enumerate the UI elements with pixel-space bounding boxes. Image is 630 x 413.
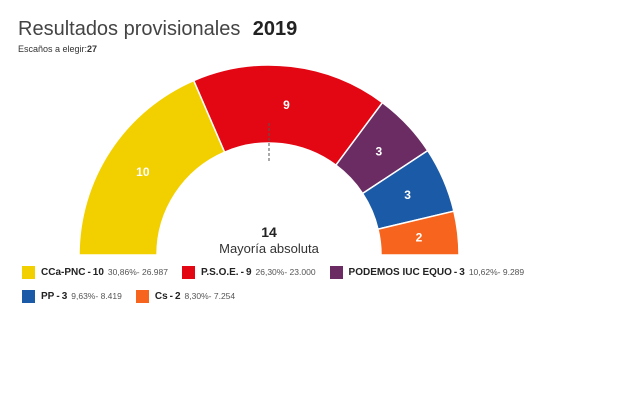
legend-votes: 9.289 — [502, 267, 525, 277]
legend-percent: 26,30% — [255, 267, 285, 277]
legend-item-3[interactable]: PP - 3 9,63%- 8.419 — [22, 289, 122, 303]
legend-seats: 10 — [92, 266, 104, 278]
title-text: Resultados provisionales — [18, 18, 241, 40]
legend-item-4[interactable]: Cs - 2 8,30%- 7.254 — [135, 289, 236, 303]
legend-stats-separator: - — [497, 267, 503, 277]
legend-seats: 3 — [61, 290, 68, 302]
legend-stats: 26,30%- 23.000 — [256, 267, 316, 277]
arc-label-4: 2 — [416, 230, 423, 244]
legend: CCa-PNC - 10 30,86%- 26.987 P.S.O.E. - 9 26,3… — [22, 264, 622, 312]
legend-seats: 9 — [245, 266, 252, 278]
arc-group: 10 9 3 3 2 — [78, 64, 460, 256]
legend-stats-separator: - — [284, 267, 290, 277]
legend-swatch — [135, 289, 149, 303]
legend-party-name: CCa-PNC — [41, 266, 86, 278]
legend-stats: 9,63%- 8.419 — [71, 291, 122, 301]
legend-votes: 7.254 — [213, 291, 236, 301]
legend-seats: 2 — [174, 290, 181, 302]
legend-row: PP - 3 9,63%- 8.419 Cs - 2 8,30%- 7.254 — [22, 288, 622, 304]
legend-stats: 30,86%- 26.987 — [108, 267, 168, 277]
legend-party-name: P.S.O.E. — [200, 266, 239, 278]
legend-party-name: PP — [41, 290, 55, 302]
legend-separator: - — [453, 266, 458, 278]
legend-swatch — [329, 265, 343, 279]
arc-label-1: 9 — [283, 98, 290, 112]
seats-to-elect: Escaños a elegir:27 — [18, 44, 97, 54]
arc-label-2: 3 — [375, 144, 382, 158]
legend-swatch — [22, 265, 35, 279]
legend-votes: 23.000 — [289, 267, 316, 277]
legend-percent: 8,30% — [184, 291, 209, 301]
legend-swatch — [181, 265, 195, 279]
legend-percent: 9,63% — [71, 291, 96, 301]
legend-stats-separator: - — [95, 291, 101, 301]
legend-item-1[interactable]: P.S.O.E. - 9 26,30%- 23.000 — [181, 265, 316, 279]
legend-stats: 8,30%- 7.254 — [185, 291, 236, 301]
title-year: 2019 — [252, 18, 298, 40]
legend-separator: - — [56, 290, 60, 302]
legend-stats-separator: - — [136, 267, 142, 277]
legend-separator: - — [87, 266, 91, 278]
arc-segment-4[interactable] — [377, 210, 460, 256]
arc-label-3: 3 — [404, 188, 411, 202]
seats-total: 27 — [87, 44, 98, 54]
seats-label: Escaños a elegir: — [18, 44, 88, 54]
legend-party-name: PODEMOS IUC EQUO — [348, 266, 452, 278]
legend-seats: 3 — [459, 266, 465, 278]
legend-separator: - — [169, 290, 173, 302]
legend-votes: 8.419 — [100, 291, 122, 301]
legend-party-name: Cs — [154, 290, 168, 302]
legend-votes: 26.987 — [141, 267, 168, 277]
legend-stats: 10,62%- 9.289 — [469, 267, 524, 277]
majority-value: 14 — [261, 224, 277, 240]
legend-percent: 10,62% — [468, 267, 498, 277]
majority-label: Mayoría absoluta — [219, 241, 319, 256]
chart-title: Resultados provisionales 2019 — [18, 18, 297, 41]
arc-label-0: 10 — [136, 165, 150, 179]
arc-segment-0[interactable] — [78, 79, 226, 256]
legend-item-0[interactable]: CCa-PNC - 10 30,86%- 26.987 — [22, 265, 168, 279]
legend-percent: 30,86% — [107, 267, 137, 277]
legend-stats-separator: - — [208, 291, 214, 301]
legend-separator: - — [240, 266, 244, 278]
legend-row: CCa-PNC - 10 30,86%- 26.987 P.S.O.E. - 9 26,3… — [22, 264, 622, 280]
legend-item-2[interactable]: PODEMOS IUC EQUO - 3 10,62%- 9.289 — [329, 265, 524, 279]
legend-swatch — [22, 289, 35, 303]
